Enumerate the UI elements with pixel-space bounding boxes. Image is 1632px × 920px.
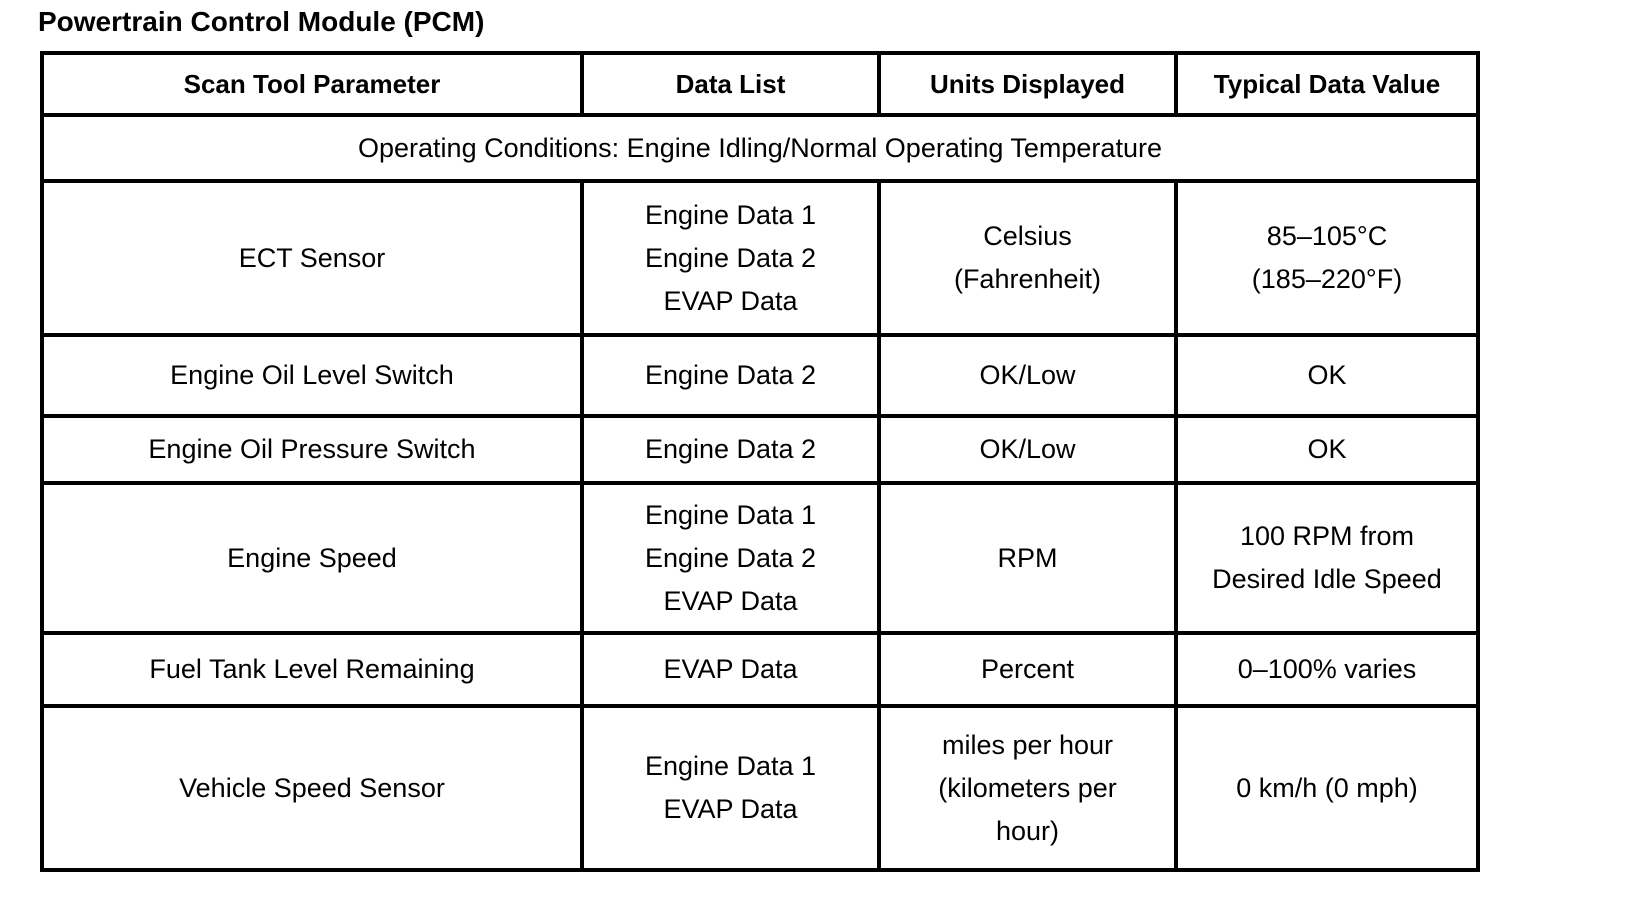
cell-typical-value: 0–100% varies [1174, 631, 1480, 708]
units-line: OK/Low [979, 434, 1076, 464]
cell-typical-value: OK [1174, 333, 1480, 418]
units-line: miles per hour [941, 729, 1114, 760]
typical-line: Desired Idle Speed [1212, 564, 1442, 594]
data-list-line: EVAP Data [663, 585, 798, 616]
table-row-fuel-tank-level-remaining: Fuel Tank Level Remaining EVAP Data Perc… [40, 631, 1480, 708]
cell-parameter: Engine Speed [40, 481, 584, 635]
data-list-line: EVAP Data [663, 654, 798, 684]
units-line: Celsius [983, 221, 1072, 251]
data-list-line: Engine Data 1 [644, 751, 817, 781]
units-line: OK/Low [979, 360, 1076, 390]
col-header-typical-data-value: Typical Data Value [1174, 51, 1480, 117]
cell-data-list: Engine Data 1 Engine Data 2 EVAP Data [580, 481, 881, 635]
data-list-line: EVAP Data [663, 794, 798, 824]
cell-units: Percent [877, 631, 1178, 708]
typical-line: 0–100% varies [1237, 654, 1417, 684]
cell-data-list: Engine Data 2 [580, 333, 881, 418]
table-row-vehicle-speed-sensor: Vehicle Speed Sensor Engine Data 1 EVAP … [40, 704, 1480, 872]
table-row-engine-oil-level-switch: Engine Oil Level Switch Engine Data 2 OK… [40, 333, 1480, 418]
cell-typical-value: 85–105°C (185–220°F) [1174, 179, 1480, 337]
cell-parameter: Engine Oil Pressure Switch [40, 414, 584, 485]
pcm-table: Scan Tool Parameter Data List Units Disp… [40, 51, 1480, 872]
col-header-scan-tool-parameter: Scan Tool Parameter [40, 51, 584, 117]
typical-line: 0 km/h (0 mph) [1236, 772, 1418, 803]
cell-units: Celsius (Fahrenheit) [877, 179, 1178, 337]
col-header-data-list: Data List [580, 51, 881, 117]
cell-parameter: Fuel Tank Level Remaining [40, 631, 584, 708]
data-list-line: Engine Data 2 [644, 360, 817, 390]
data-list-line: Engine Data 2 [644, 242, 817, 273]
page-title: Powertrain Control Module (PCM) [38, 6, 485, 37]
typical-line: 100 RPM from [1239, 521, 1415, 551]
operating-conditions-row: Operating Conditions: Engine Idling/Norm… [40, 113, 1480, 183]
units-line: hour) [995, 815, 1060, 846]
data-list-line: Engine Data 2 [644, 434, 817, 464]
data-list-line: Engine Data 2 [644, 542, 817, 573]
table-header-row: Scan Tool Parameter Data List Units Disp… [40, 51, 1480, 117]
typical-line: 85–105°C [1266, 221, 1388, 251]
cell-parameter: Vehicle Speed Sensor [40, 704, 584, 872]
cell-units: RPM [877, 481, 1178, 635]
cell-typical-value: OK [1174, 414, 1480, 485]
table-row-ect-sensor: ECT Sensor Engine Data 1 Engine Data 2 E… [40, 179, 1480, 337]
typical-line: OK [1307, 434, 1347, 464]
typical-line: OK [1307, 360, 1347, 390]
table-row-engine-speed: Engine Speed Engine Data 1 Engine Data 2… [40, 481, 1480, 635]
data-list-line: EVAP Data [663, 285, 798, 316]
units-line: (kilometers per [938, 772, 1117, 803]
data-list-line: Engine Data 1 [644, 199, 817, 230]
table-row-engine-oil-pressure-switch: Engine Oil Pressure Switch Engine Data 2… [40, 414, 1480, 485]
cell-data-list: Engine Data 1 Engine Data 2 EVAP Data [580, 179, 881, 337]
cell-parameter: ECT Sensor [40, 179, 584, 337]
cell-data-list: Engine Data 2 [580, 414, 881, 485]
cell-parameter: Engine Oil Level Switch [40, 333, 584, 418]
data-list-line: Engine Data 1 [644, 499, 817, 530]
typical-line: (185–220°F) [1251, 264, 1403, 294]
units-line: Percent [980, 654, 1075, 684]
units-line: (Fahrenheit) [953, 264, 1102, 294]
col-header-units-displayed: Units Displayed [877, 51, 1178, 117]
cell-units: OK/Low [877, 414, 1178, 485]
cell-typical-value: 100 RPM from Desired Idle Speed [1174, 481, 1480, 635]
cell-typical-value: 0 km/h (0 mph) [1174, 704, 1480, 872]
operating-conditions-cell: Operating Conditions: Engine Idling/Norm… [40, 113, 1480, 183]
cell-units: miles per hour (kilometers per hour) [877, 704, 1178, 872]
units-line: RPM [997, 542, 1058, 573]
cell-data-list: EVAP Data [580, 631, 881, 708]
cell-units: OK/Low [877, 333, 1178, 418]
cell-data-list: Engine Data 1 EVAP Data [580, 704, 881, 872]
